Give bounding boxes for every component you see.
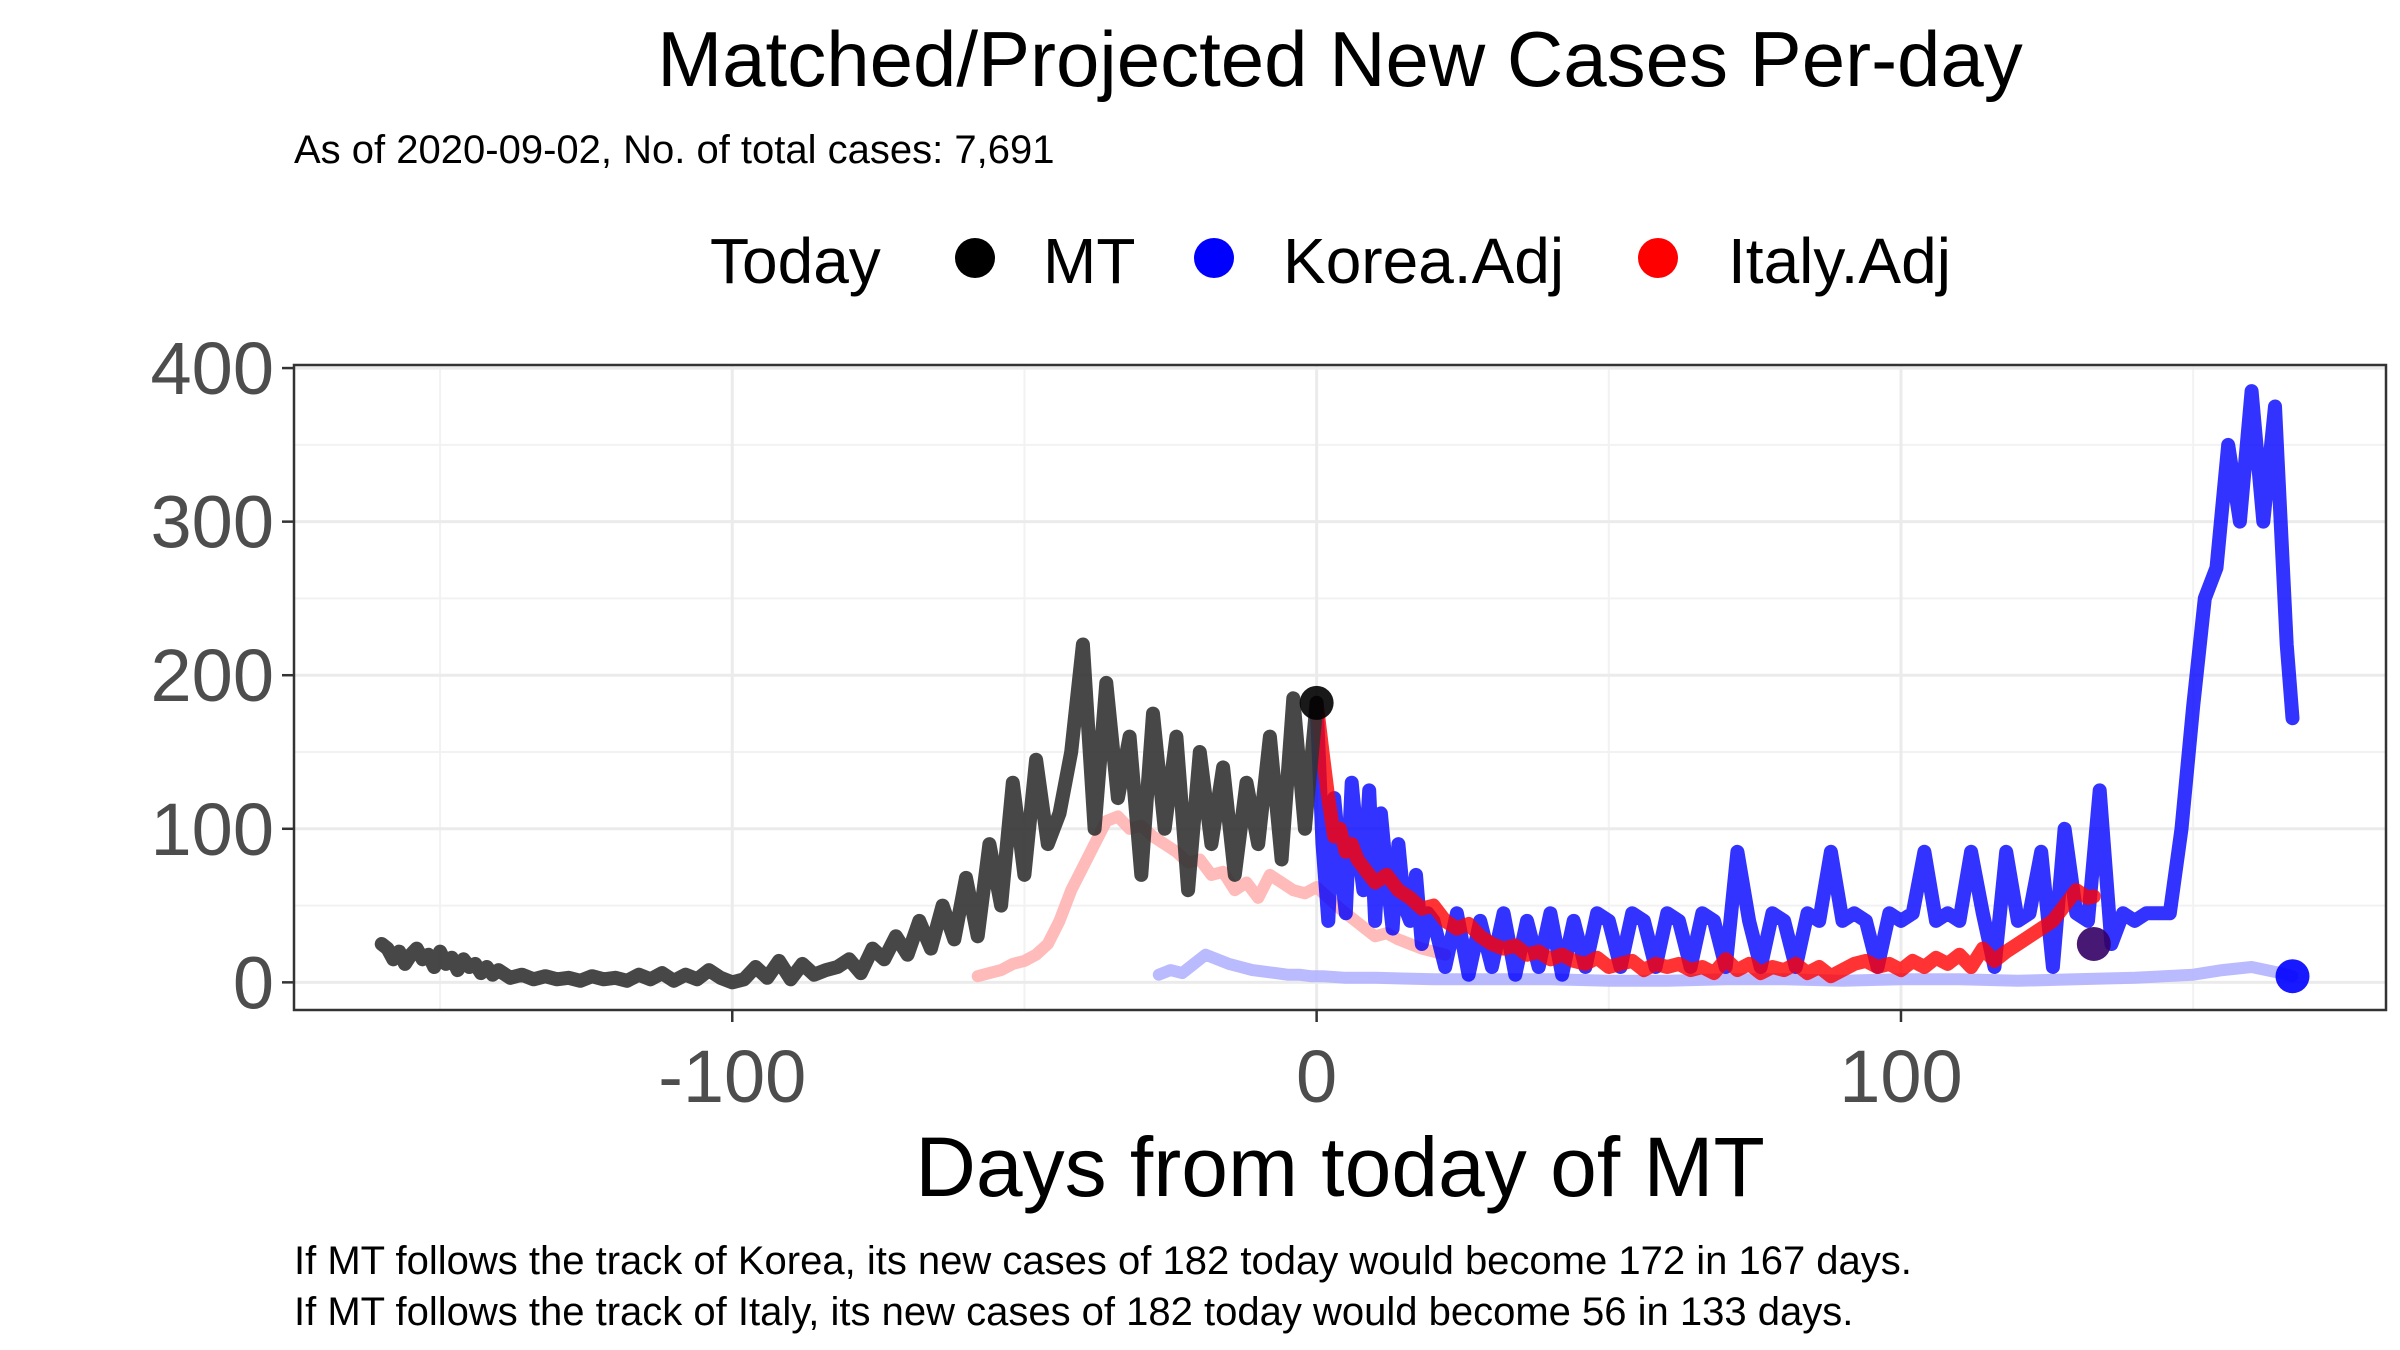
legend-label-korea: Korea.Adj [1283,225,1564,297]
legend-key-mt [955,238,995,278]
y-tick-label: 200 [151,634,274,717]
y-tick-label: 100 [151,788,274,871]
series-mt-actual [374,637,1324,990]
caption-italy: If MT follows the track of Italy, its ne… [294,1290,1853,1334]
caption-korea: If MT follows the track of Korea, its ne… [294,1239,1912,1283]
y-tick-label: 0 [233,941,274,1024]
series-korea-adj-history [1152,948,2299,987]
legend-label-mt: MT [1043,225,1135,297]
y-tick-label: 300 [151,481,274,564]
series-italy-adj-projection [1309,695,2101,984]
series-italy-adj-history [971,810,1452,983]
today-point-korea [2275,959,2310,994]
series-layer [374,384,2300,990]
legend-key-italy [1638,238,1678,278]
x-tick-label: 100 [1839,1035,1962,1118]
today-points [1299,685,2310,994]
today-point-italy [2076,926,2111,961]
today-point-mt [1299,685,1334,720]
x-axis: -100 0 100 [658,1010,1963,1118]
legend-key-korea [1194,238,1234,278]
chart-subtitle: As of 2020-09-02, No. of total cases: 7,… [294,128,1054,172]
y-axis: 0 100 200 300 400 [151,327,294,1024]
x-axis-title: Days from today of MT [915,1120,1765,1214]
x-tick-label: 0 [1296,1035,1337,1118]
series-korea-adj-projection [1309,384,2300,982]
legend-label-italy: Italy.Adj [1728,225,1951,297]
grid-minor [294,365,2386,1010]
plot-border [292,363,2388,1012]
x-tick-label: -100 [658,1035,806,1118]
legend-title: Today [710,225,881,297]
y-tick-label: 400 [151,327,274,410]
legend: Today MT Korea.Adj Italy.Adj [710,225,1951,297]
chart-title: Matched/Projected New Cases Per-day [657,15,2023,103]
